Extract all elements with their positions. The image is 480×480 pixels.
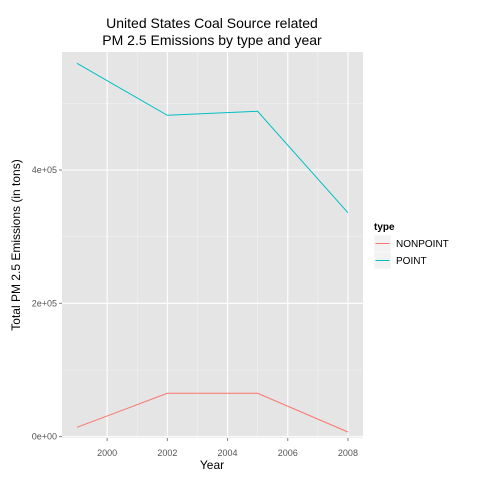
grid (62, 52, 363, 438)
y-tick-label: 0e+00 (32, 432, 57, 442)
x-axis-ticks: 2000 2002 2004 2006 2008 (97, 438, 358, 458)
legend-title: type (374, 222, 395, 233)
x-tick-label: 2004 (218, 448, 238, 458)
series-line-nonpoint (76, 392, 349, 433)
series-lines (76, 62, 349, 433)
plot-panel (62, 52, 363, 438)
x-axis-title: Year (200, 458, 224, 472)
y-axis-title: Total PM 2.5 Emissions (in tons) (9, 159, 23, 330)
x-tick-label: 2000 (97, 448, 117, 458)
legend-label-point: POINT (396, 256, 427, 267)
x-tick-label: 2006 (278, 448, 298, 458)
y-tick-label: 4e+05 (32, 165, 57, 175)
x-tick-label: 2002 (157, 448, 177, 458)
series-line-point (76, 62, 349, 214)
legend: type NONPOINT POINT (373, 222, 449, 270)
x-tick-label: 2008 (338, 448, 358, 458)
legend-label-nonpoint: NONPOINT (396, 239, 449, 250)
chart-title-line-1: United States Coal Source related (106, 15, 318, 31)
chart-title-line-2: PM 2.5 Emissions by type and year (102, 32, 322, 48)
y-tick-label: 2e+05 (32, 298, 57, 308)
y-axis-ticks: 0e+00 2e+05 4e+05 (32, 165, 62, 442)
